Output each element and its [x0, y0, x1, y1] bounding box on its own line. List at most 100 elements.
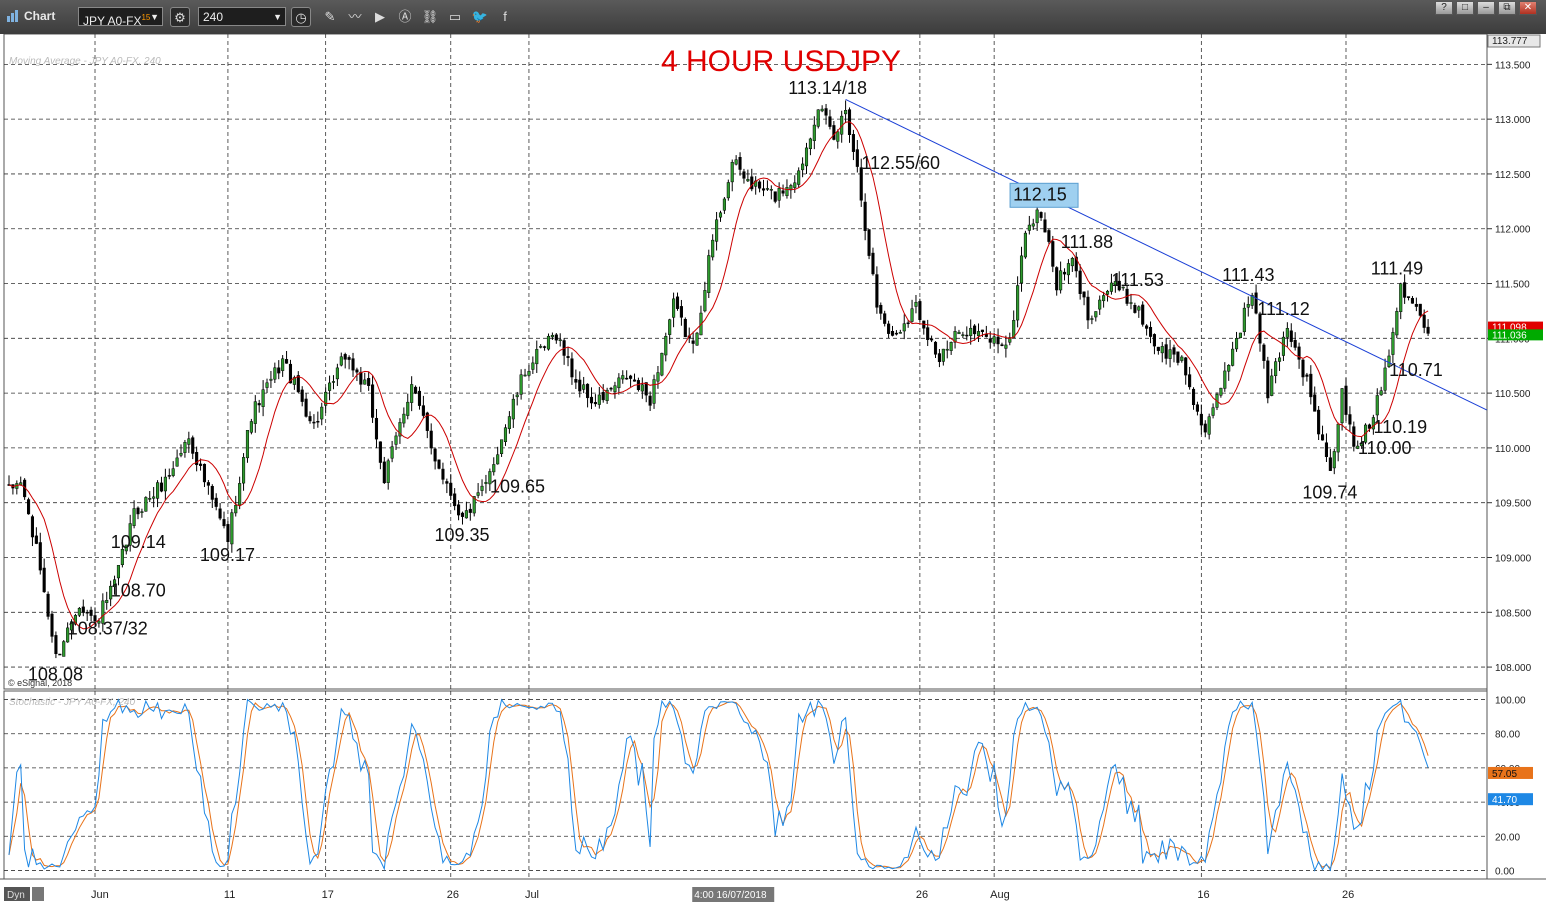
candle-body: [402, 413, 406, 424]
candle-body: [1399, 283, 1403, 312]
candle-body: [1324, 442, 1328, 457]
candle-body: [632, 379, 637, 382]
candle-body: [1227, 364, 1231, 372]
candle-body: [238, 483, 242, 506]
price-annotation: 112.55/60: [861, 153, 940, 173]
candle-body: [355, 369, 359, 373]
line-tool-icon[interactable]: 〰: [348, 9, 362, 24]
candle-body: [253, 401, 257, 424]
chart-canvas[interactable]: Jun 11 17 26 Jul 26 Aug 16 26 4:00 16/07/2018 113.…: [0, 34, 1546, 906]
candle-body: [1035, 209, 1039, 224]
candle-body: [1340, 388, 1344, 424]
candle-body: [1367, 424, 1372, 429]
highlight-box: [1009, 182, 1079, 208]
candle-body: [1238, 332, 1242, 339]
candle-body: [969, 327, 973, 336]
candle-body: [152, 496, 156, 499]
price-top-box: [1487, 34, 1541, 48]
candle-body: [804, 147, 809, 167]
candle-body: [1418, 303, 1422, 316]
candle-body: [715, 219, 719, 242]
candle-body: [371, 384, 375, 418]
candle-body: [1403, 282, 1407, 298]
comment-icon[interactable]: ▭: [448, 9, 462, 24]
maximize-button[interactable]: ⧉: [1498, 1, 1516, 15]
candle-body: [1309, 373, 1313, 398]
facebook-icon[interactable]: f: [503, 9, 507, 24]
restore-button[interactable]: □: [1456, 1, 1474, 15]
candle-body: [1043, 219, 1047, 233]
alert-icon[interactable]: Ⓐ: [398, 9, 412, 24]
candle-body: [382, 461, 386, 484]
candle-body: [1160, 346, 1164, 354]
candle-body: [554, 334, 558, 341]
help-button[interactable]: ?: [1435, 1, 1453, 15]
dyn-button[interactable]: [4, 887, 30, 901]
twitter-icon[interactable]: 🐦: [471, 9, 489, 24]
candle-body: [335, 367, 339, 380]
price-axis-label: 111.500: [1495, 280, 1530, 291]
candle-body: [738, 157, 742, 170]
current-price-label: 111.036: [1492, 330, 1527, 341]
stochastic-pane[interactable]: [3, 690, 1488, 880]
candle-body: [1117, 280, 1121, 291]
candle-body: [1289, 330, 1293, 342]
settings-gear-icon[interactable]: ⚙: [170, 7, 190, 27]
candle-body: [589, 396, 594, 404]
candle-body: [167, 475, 171, 477]
chevron-down-icon[interactable]: ▼: [273, 12, 282, 22]
stochastic-k-line: [8, 698, 1429, 872]
candle-body: [973, 325, 977, 335]
candle-body: [1129, 302, 1133, 304]
candle-body: [601, 392, 605, 401]
candle-body: [320, 406, 324, 420]
candle-body: [1008, 337, 1012, 343]
close-button[interactable]: ✕: [1519, 1, 1537, 15]
x-marker-label: 4:00 16/07/2018: [694, 890, 767, 901]
candle-body: [89, 609, 93, 616]
candle-body: [707, 255, 711, 293]
candle-body: [324, 391, 328, 406]
candle-body: [1168, 349, 1172, 359]
symbol-input[interactable]: JPY A0-FX15 ▼: [78, 7, 163, 28]
candle-body: [515, 394, 519, 398]
candle-body: [1094, 311, 1098, 318]
candle-body: [926, 327, 930, 340]
price-pane[interactable]: [3, 34, 1488, 690]
price-annotation: 109.35: [434, 525, 489, 545]
candle-body: [30, 516, 35, 538]
candle-body: [1223, 370, 1227, 389]
stoch-current-label: 57.05: [1492, 769, 1517, 780]
candle-body: [1000, 344, 1004, 346]
candle-body: [890, 330, 895, 336]
minimize-button[interactable]: –: [1477, 1, 1495, 15]
play-icon[interactable]: ▶: [375, 9, 385, 24]
candle-body: [187, 438, 191, 445]
link-icon[interactable]: ⛓: [421, 9, 439, 24]
candle-body: [242, 457, 246, 484]
candle-body: [1371, 417, 1375, 430]
candle-body: [746, 179, 750, 182]
chevron-down-icon[interactable]: ▼: [150, 12, 159, 22]
candle-body: [906, 322, 910, 325]
clock-icon[interactable]: ◷: [291, 7, 311, 27]
candle-body: [539, 346, 543, 348]
candle-body: [484, 482, 488, 484]
candle-body: [988, 338, 992, 343]
candle-body: [750, 176, 754, 190]
candle-body: [163, 476, 167, 492]
candle-body: [816, 109, 820, 127]
dyn-lock-icon[interactable]: [32, 887, 44, 901]
candle-body: [468, 508, 472, 513]
candle-body: [1133, 305, 1137, 313]
candle-body: [148, 498, 152, 500]
current-price-tag-green: [1488, 329, 1543, 341]
candle-body: [406, 401, 410, 416]
candle-body: [269, 378, 273, 381]
candle-body: [378, 441, 382, 463]
candle-body: [937, 353, 941, 362]
pen-icon[interactable]: ✎: [324, 9, 336, 24]
interval-input[interactable]: 240 ▼: [198, 7, 286, 26]
candle-body: [918, 301, 922, 320]
candle-body: [1219, 387, 1223, 396]
